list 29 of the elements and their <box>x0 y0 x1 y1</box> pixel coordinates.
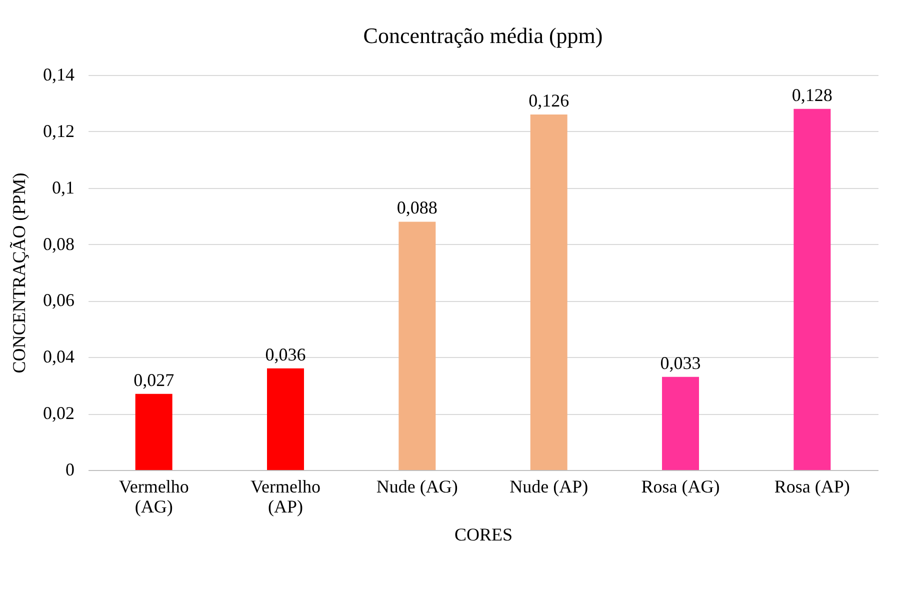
bar <box>794 108 831 470</box>
data-label: 0,033 <box>660 352 701 373</box>
x-axis-title: CORES <box>454 524 513 544</box>
bar <box>530 114 568 470</box>
x-tick-label: Nude (AP) <box>510 476 588 496</box>
x-tick-label: Rosa (AP) <box>774 476 850 496</box>
y-tick-label: 0 <box>66 460 74 480</box>
x-tick-label: Vermelho (AG) <box>118 476 189 516</box>
x-tick-label: Nude (AG) <box>376 476 458 496</box>
y-tick-label: 0,04 <box>43 346 74 367</box>
data-label: 0,036 <box>265 344 306 364</box>
bar <box>267 368 304 470</box>
y-tick-label: 0,06 <box>43 290 74 310</box>
x-tick-label: Rosa (AG) <box>641 476 720 496</box>
bar <box>398 222 436 470</box>
data-label: 0,126 <box>528 90 570 110</box>
y-tick-label: 0,02 <box>43 403 74 424</box>
bar <box>662 376 699 470</box>
y-tick-label: 0,12 <box>43 120 74 141</box>
x-tick-label: Vermelho (AP) <box>250 476 320 516</box>
y-tick-label: 0,1 <box>52 177 74 198</box>
y-tick-label: 0,08 <box>43 234 74 254</box>
y-tick-label: 0,14 <box>43 64 74 84</box>
chart-title: Concentração média (ppm) <box>363 23 603 48</box>
data-label: 0,027 <box>134 370 174 390</box>
y-axis-title: CONCENTRAÇÃO (PPM) <box>9 172 29 374</box>
bar <box>135 394 172 470</box>
data-label: 0,088 <box>396 198 438 218</box>
data-label: 0,128 <box>792 84 832 105</box>
